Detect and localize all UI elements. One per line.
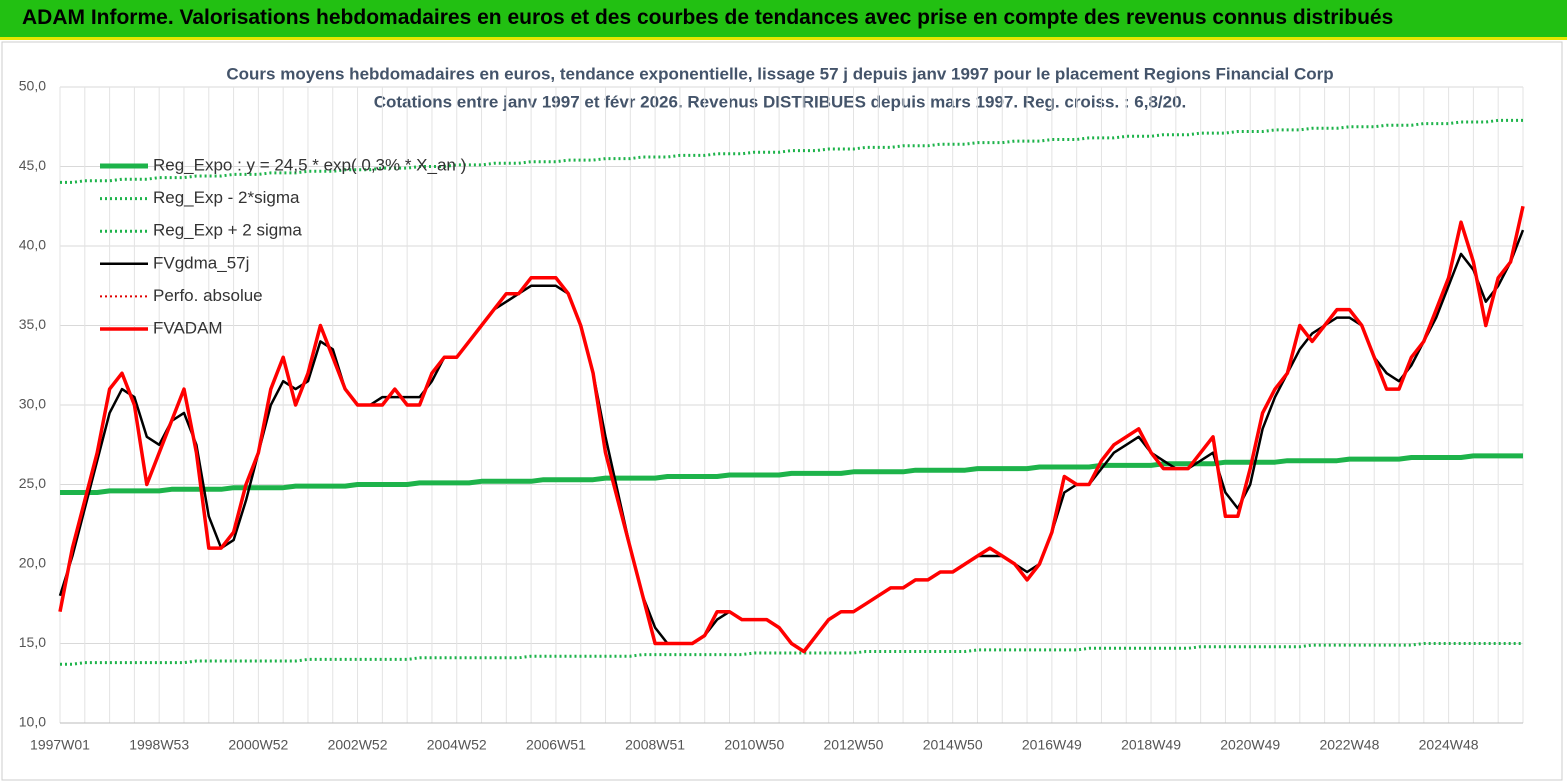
- x-tick-label: 2010W50: [724, 737, 784, 753]
- legend-label: Reg_Exp - 2*sigma: [153, 188, 300, 207]
- x-tick-label: 2002W52: [328, 737, 388, 753]
- x-tick-label: 2020W49: [1220, 737, 1280, 753]
- chart-title: Cours moyens hebdomadaires en euros, ten…: [226, 64, 1333, 83]
- legend-label: Perfo. absolue: [153, 286, 263, 305]
- x-tick-label: 2006W51: [526, 737, 586, 753]
- x-tick-label: 2018W49: [1121, 737, 1181, 753]
- legend-label: FVADAM: [153, 318, 223, 337]
- y-tick-label: 10,0: [19, 714, 46, 730]
- y-tick-label: 50,0: [19, 78, 46, 94]
- x-tick-label: 1997W01: [30, 737, 90, 753]
- legend-label: Reg_Expo : y = 24,5 * exp( 0,3% * X_an ): [153, 155, 466, 174]
- y-tick-label: 20,0: [19, 555, 46, 571]
- chart-subtitle: Cotations entre janv 1997 et févr 2026. …: [374, 92, 1187, 111]
- x-tick-label: 2016W49: [1022, 737, 1082, 753]
- x-tick-label: 2014W50: [923, 737, 983, 753]
- series-line: [58, 205, 1525, 654]
- x-tick-label: 1998W53: [129, 737, 189, 753]
- series-line: [60, 642, 1523, 666]
- legend-label: FVgdma_57j: [153, 253, 249, 272]
- x-tick-label: 2022W48: [1319, 737, 1379, 753]
- y-tick-label: 40,0: [19, 237, 46, 253]
- series-line: [60, 453, 1523, 495]
- header-title: ADAM Informe. Valorisations hebdomadaire…: [22, 6, 1394, 29]
- x-tick-label: 2000W52: [228, 737, 288, 753]
- x-tick-label: 2008W51: [625, 737, 685, 753]
- chart: Cours moyens hebdomadaires en euros, ten…: [1, 41, 1563, 781]
- x-tick-label: 2024W48: [1419, 737, 1479, 753]
- y-tick-label: 35,0: [19, 316, 46, 332]
- x-tick-label: 2004W52: [427, 737, 487, 753]
- y-tick-label: 25,0: [19, 475, 46, 491]
- y-tick-label: 15,0: [19, 634, 46, 650]
- header: ADAM Informe. Valorisations hebdomadaire…: [0, 0, 1567, 40]
- legend-label: Reg_Exp + 2 sigma: [153, 221, 302, 240]
- chart-frame: [1, 41, 1563, 781]
- x-tick-label: 2012W50: [824, 737, 884, 753]
- y-tick-label: 45,0: [19, 157, 46, 173]
- y-tick-label: 30,0: [19, 396, 46, 412]
